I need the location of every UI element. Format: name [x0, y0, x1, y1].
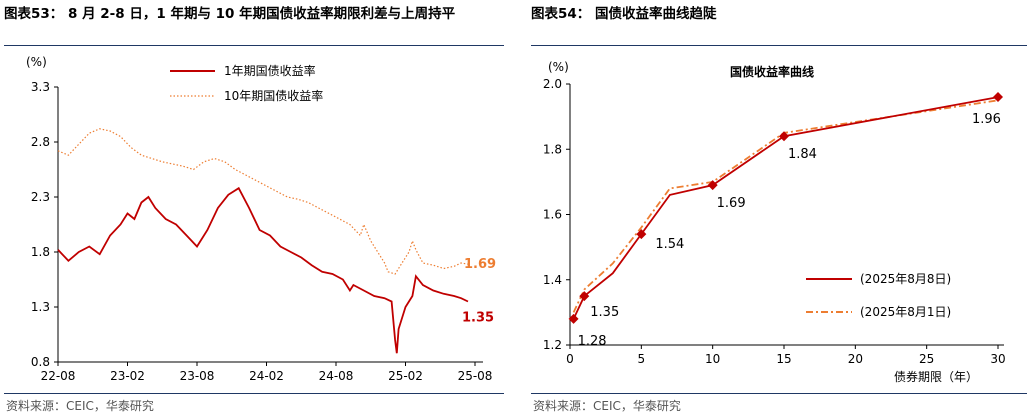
- left-x-tick-label: 22-08: [41, 369, 76, 383]
- right-y-tick-label: 2.0: [543, 77, 562, 91]
- aug8-data-label: 1.96: [972, 112, 1001, 127]
- right-x-tick-label: 10: [705, 352, 720, 366]
- right-x-tick-label: 0: [566, 352, 574, 366]
- left-title-rule: [4, 45, 504, 46]
- aug8-data-label: 1.54: [655, 237, 684, 252]
- aug8-marker: [568, 313, 579, 324]
- right-title-rule: [531, 45, 1027, 46]
- left-y-tick-label: 2.8: [31, 135, 50, 149]
- aug8-marker: [579, 291, 590, 302]
- aug8-marker: [779, 131, 789, 142]
- right-chart-title: 国债收益率曲线: [730, 64, 814, 79]
- right-x-axis-title: 债券期限（年）: [894, 369, 978, 384]
- left-y-tick-label: 2.3: [31, 190, 50, 204]
- left-y-tick-label: 3.3: [31, 80, 50, 94]
- left-panel-title: 图表53： 8 月 2-8 日，1 年期与 10 年期国债收益率期限利差与上周持…: [4, 6, 456, 22]
- left-x-tick-label: 24-08: [319, 369, 354, 383]
- right-x-tick-label: 20: [848, 352, 863, 366]
- aug8-data-label: 1.35: [590, 305, 619, 320]
- left-x-tick-label: 23-02: [110, 369, 145, 383]
- right-bottom-rule: [531, 393, 1027, 394]
- aug8-marker: [707, 180, 718, 191]
- right-x-tick-label: 25: [919, 352, 934, 366]
- left-y-unit: (%): [26, 55, 47, 69]
- left-y-tick-label: 0.8: [31, 355, 50, 369]
- aug8-curve-line: [572, 96, 999, 320]
- ten-year-yield-line: [57, 128, 469, 275]
- right-y-tick-label: 1.4: [543, 273, 562, 287]
- right-x-tick-label: 5: [638, 352, 646, 366]
- left-x-tick-label: 25-02: [388, 369, 423, 383]
- legend-ten-year-label: 10年期国债收益率: [224, 88, 323, 103]
- right-x-tick-label: 30: [990, 352, 1005, 366]
- right-y-tick-label: 1.2: [543, 338, 562, 352]
- left-bottom-rule: [4, 393, 504, 394]
- ten-year-end-label: 1.69: [464, 257, 496, 272]
- aug8-data-label: 1.28: [578, 334, 607, 349]
- aug8-marker: [636, 229, 647, 240]
- aug1-curve-line: [572, 99, 999, 313]
- left-y-tick-label: 1.3: [31, 300, 50, 314]
- legend-aug1-label: (2025年8月1日): [860, 305, 951, 319]
- left-y-tick-label: 1.8: [31, 245, 50, 259]
- one-year-end-label: 1.35: [462, 311, 494, 326]
- left-source: 资料来源：CEIC，华泰研究: [6, 399, 154, 413]
- right-y-unit: (%): [548, 60, 569, 74]
- legend-one-year-label: 1年期国债收益率: [224, 63, 316, 78]
- legend-aug8-label: (2025年8月8日): [860, 272, 951, 286]
- left-x-tick-label: 24-02: [249, 369, 284, 383]
- right-y-tick-label: 1.6: [543, 208, 562, 222]
- left-x-tick-label: 23-08: [180, 369, 215, 383]
- aug8-marker: [993, 92, 1003, 103]
- one-year-yield-line: [57, 186, 469, 354]
- left-x-tick-label: 25-08: [458, 369, 493, 383]
- right-y-tick-label: 1.8: [543, 142, 562, 156]
- right-source: 资料来源：CEIC，华泰研究: [533, 399, 681, 413]
- aug8-data-label: 1.84: [788, 147, 817, 162]
- right-x-tick-label: 15: [776, 352, 791, 366]
- aug8-data-label: 1.69: [717, 196, 746, 211]
- right-panel-title: 图表54： 国债收益率曲线趋陡: [531, 6, 717, 22]
